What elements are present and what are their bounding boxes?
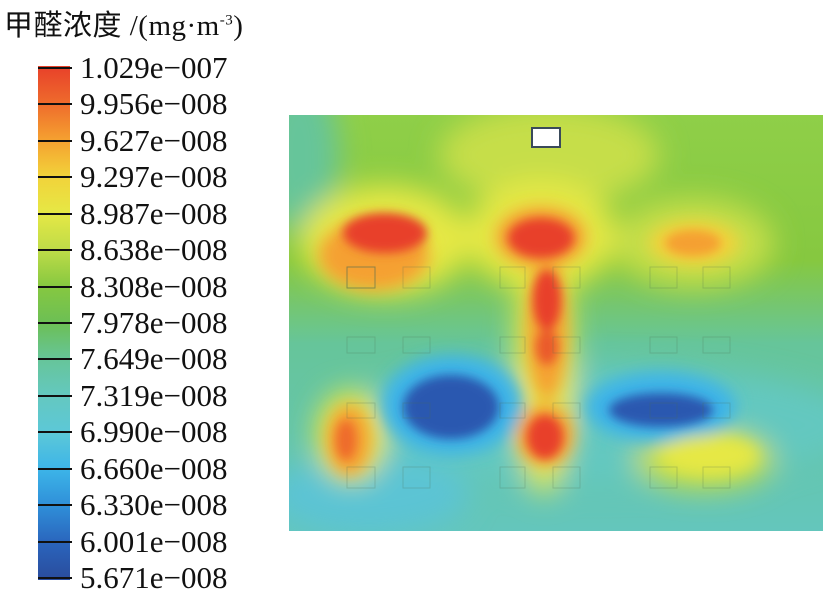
colorbar-tick-label: 8.987e−008 [80,195,228,231]
colorbar-tick-label: 7.978e−008 [80,305,228,340]
colorbar-tick [38,431,72,434]
colorbar-tick [38,285,72,288]
colorbar-tick [38,176,72,179]
colorbar-tick-label: 9.956e−008 [80,86,228,122]
colorbar-tick-label: 6.330e−008 [80,487,228,523]
colorbar-tick [38,467,72,470]
colorbar-tick [38,139,72,142]
title-text: 甲醛浓度 /(mg·m [4,10,220,42]
colorbar-tick-label: 6.990e−008 [80,414,228,450]
colorbar-tick-label: 6.001e−008 [80,523,228,559]
colorbar-tick [38,504,72,507]
colorbar-tick-label: 8.638e−008 [80,232,228,268]
colorbar-tick-label: 7.319e−008 [80,377,228,413]
colorbar-tick [38,103,72,106]
colorbar-tick-label: 7.649e−008 [80,341,228,377]
colorbar-tick [38,249,72,252]
colorbar-tick [38,577,72,579]
colorbar-tick-label: 9.297e−008 [80,159,228,195]
colorbar-tick [38,322,72,324]
colorbar-tick [38,540,72,543]
colorbar-tick [38,67,72,69]
colorbar-tick-label: 6.660e−008 [80,450,228,486]
colorbar-tick [38,358,72,361]
colorbar-tick-label: 8.308e−008 [80,268,228,304]
colorbar-tick [38,394,72,397]
title-close: ) [233,10,244,42]
colorbar-title: 甲醛浓度 /(mg·m-3) [4,2,243,44]
colorbar-tick-label: 1.029e−007 [80,50,228,85]
colorbar-tick [38,212,72,215]
furniture-outlines [346,266,731,489]
colorbar-tick-label: 5.671e−008 [80,560,228,595]
outlet-marker [531,127,561,148]
colorbar-tick-label: 9.627e−008 [80,122,228,158]
heatmap-plot [289,115,823,531]
title-exponent: -3 [219,12,234,29]
